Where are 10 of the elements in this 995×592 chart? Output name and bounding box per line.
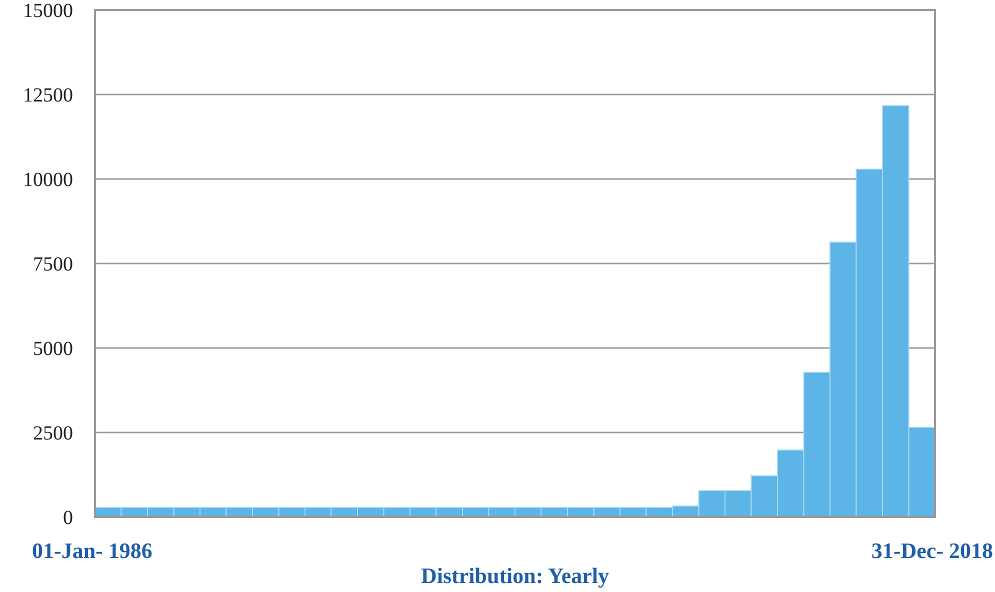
y-tick-label: 15000 [23,0,73,22]
y-tick-label: 10000 [23,169,73,191]
y-tick-label: 2500 [33,422,73,444]
x-axis-title: Distribution: Yearly [420,563,610,588]
y-tick-label: 7500 [33,254,73,276]
y-tick-label: 0 [63,507,73,529]
text: 01-Jan- 1986 [32,538,152,563]
y-tick-label: 5000 [33,338,73,360]
text: 31-Dec- 2018 [871,538,993,563]
y-tick-label: 12500 [23,84,73,106]
